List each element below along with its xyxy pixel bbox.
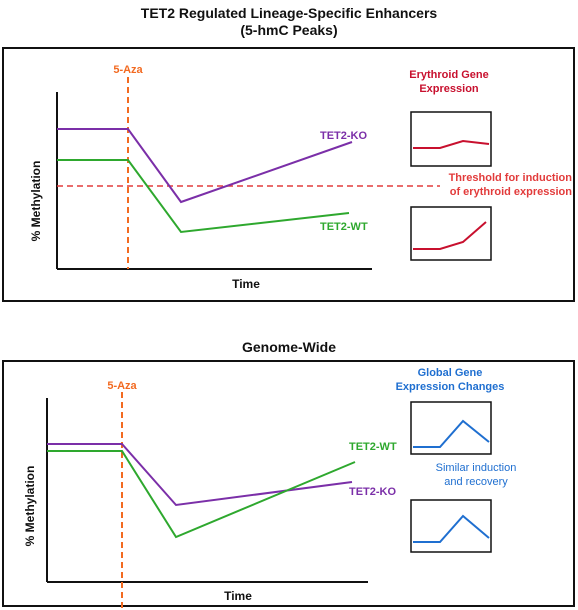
top-threshold-label-1: Threshold for induction [449, 172, 573, 184]
bottom-inset-curve-2 [413, 514, 490, 543]
top-panel: % Methylation Time 5-Aza Threshold for i… [2, 47, 575, 302]
bottom-series-ko-line [47, 443, 353, 507]
bottom-aza-marker-label: 5-Aza [107, 380, 137, 392]
top-inset-box-1 [410, 111, 492, 167]
bottom-inset-title-1: Global Gene [418, 367, 483, 379]
bottom-series-wt-line [47, 450, 356, 539]
bottom-panel: % Methylation Time 5-Aza TET2-WT TET2-KO… [2, 360, 575, 608]
top-panel-title: TET2 Regulated Lineage-Specific Enhancer… [0, 5, 578, 39]
bottom-note-1: Similar induction [436, 462, 517, 474]
bottom-inset-box-2 [410, 499, 492, 553]
top-series-wt-label: TET2-WT [320, 221, 368, 233]
top-threshold-label-2: of erythroid expression [450, 186, 573, 198]
bottom-inset-curve-1 [413, 419, 490, 448]
top-inset-box-2 [410, 206, 492, 261]
top-inset-title-2: Expression [419, 83, 479, 95]
top-panel-frame [2, 47, 575, 302]
bottom-x-axis-label: Time [224, 589, 252, 603]
top-aza-marker-label: 5-Aza [113, 64, 143, 76]
top-x-axis-label: Time [232, 277, 260, 291]
bottom-inset-box-1 [410, 401, 492, 455]
bottom-series-ko-label: TET2-KO [349, 486, 397, 498]
top-y-axis-label: % Methylation [29, 161, 43, 242]
top-series-ko-line [57, 128, 353, 204]
bottom-panel-title: Genome-Wide [242, 339, 336, 355]
top-inset-title-1: Erythroid Gene [409, 69, 488, 81]
top-title-line1: TET2 Regulated Lineage-Specific Enhancer… [140, 5, 438, 21]
top-inset-curve-1 [413, 139, 490, 149]
top-inset-curve-2 [413, 221, 487, 250]
top-series-ko-label: TET2-KO [320, 130, 368, 142]
bottom-y-axis-label: % Methylation [23, 466, 37, 547]
bottom-panel-frame [2, 360, 575, 607]
top-series-wt-line [57, 159, 350, 234]
bottom-inset-title-2: Expression Changes [396, 381, 505, 393]
bottom-note-2: and recovery [444, 476, 508, 488]
bottom-series-wt-label: TET2-WT [349, 441, 397, 453]
top-title-line2: (5-hmC Peaks) [240, 22, 338, 38]
